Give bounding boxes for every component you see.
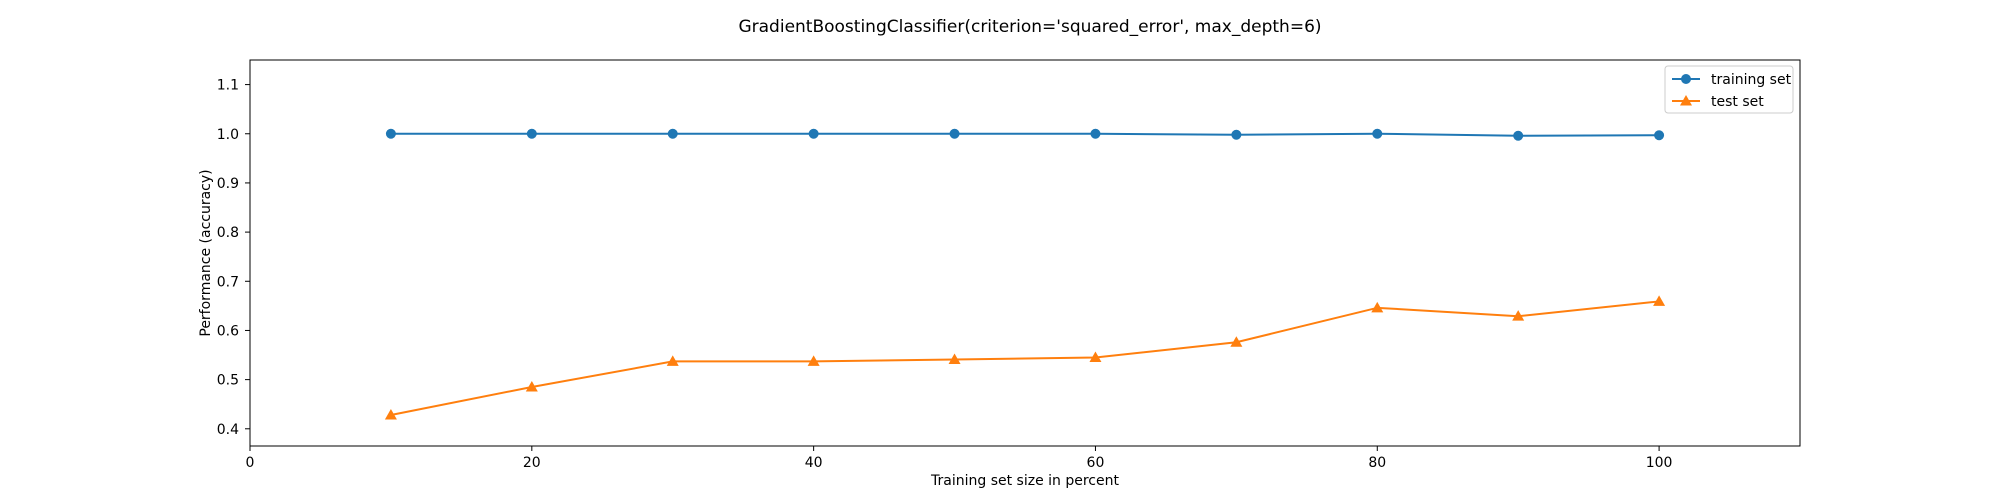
legend-entry: training set — [1672, 72, 1792, 88]
series-1 — [385, 128, 1665, 141]
data-point — [666, 355, 679, 366]
plot-frame — [249, 59, 1801, 447]
legend: training set test set — [1664, 65, 1794, 114]
data-point — [1090, 128, 1101, 139]
y-tick-label: 1.1 — [217, 78, 239, 94]
data-point — [526, 128, 537, 139]
data-point — [1231, 129, 1242, 140]
data-point — [807, 355, 820, 366]
data-point — [1653, 295, 1666, 306]
data-point — [1372, 128, 1383, 139]
legend-label: training set — [1711, 72, 1792, 88]
y-tick-label: 0.6 — [217, 323, 239, 339]
data-point — [385, 128, 396, 139]
x-tick-label: 20 — [523, 455, 541, 471]
x-axis: 0 20 40 60 80 100 — [246, 446, 1673, 471]
series-line — [390, 300, 1660, 417]
x-axis-label: Training set size in percent — [930, 473, 1119, 489]
x-tick-label: 100 — [1646, 455, 1673, 471]
data-point — [1230, 336, 1243, 347]
data-point — [667, 128, 678, 139]
y-tick-label: 0.4 — [217, 422, 239, 438]
data-point — [1371, 301, 1384, 313]
legend-marker — [1680, 95, 1692, 106]
data-point — [1512, 310, 1525, 321]
data-point — [1654, 130, 1665, 141]
data-point — [1513, 130, 1524, 141]
legend-entry: test set — [1672, 94, 1764, 110]
chart-title: GradientBoostingClassifier(criterion='sq… — [738, 17, 1321, 37]
y-axis: 0.4 0.5 0.6 0.7 0.8 0.9 1.0 1.1 — [217, 78, 250, 438]
series-line — [390, 132, 1660, 137]
series-2 — [384, 295, 1666, 420]
x-tick-label: 40 — [805, 455, 823, 471]
legend-label: test set — [1711, 94, 1764, 110]
y-axis-label: Performance (accuracy) — [198, 169, 214, 336]
y-tick-label: 0.9 — [217, 176, 239, 192]
y-tick-label: 1.0 — [217, 127, 239, 143]
x-tick-label: 60 — [1087, 455, 1105, 471]
y-tick-label: 0.8 — [217, 225, 239, 241]
data-point — [808, 128, 819, 139]
data-point — [384, 409, 397, 420]
data-point — [525, 380, 538, 392]
data-point — [948, 353, 961, 364]
legend-marker — [1681, 74, 1691, 84]
series-layer — [384, 128, 1666, 420]
x-tick-label: 80 — [1368, 455, 1386, 471]
x-tick-label: 0 — [246, 455, 255, 471]
plot-area — [250, 60, 1800, 446]
data-point — [1089, 351, 1102, 362]
data-point — [949, 128, 960, 139]
y-tick-label: 0.5 — [217, 373, 239, 389]
y-tick-label: 0.7 — [217, 274, 239, 290]
